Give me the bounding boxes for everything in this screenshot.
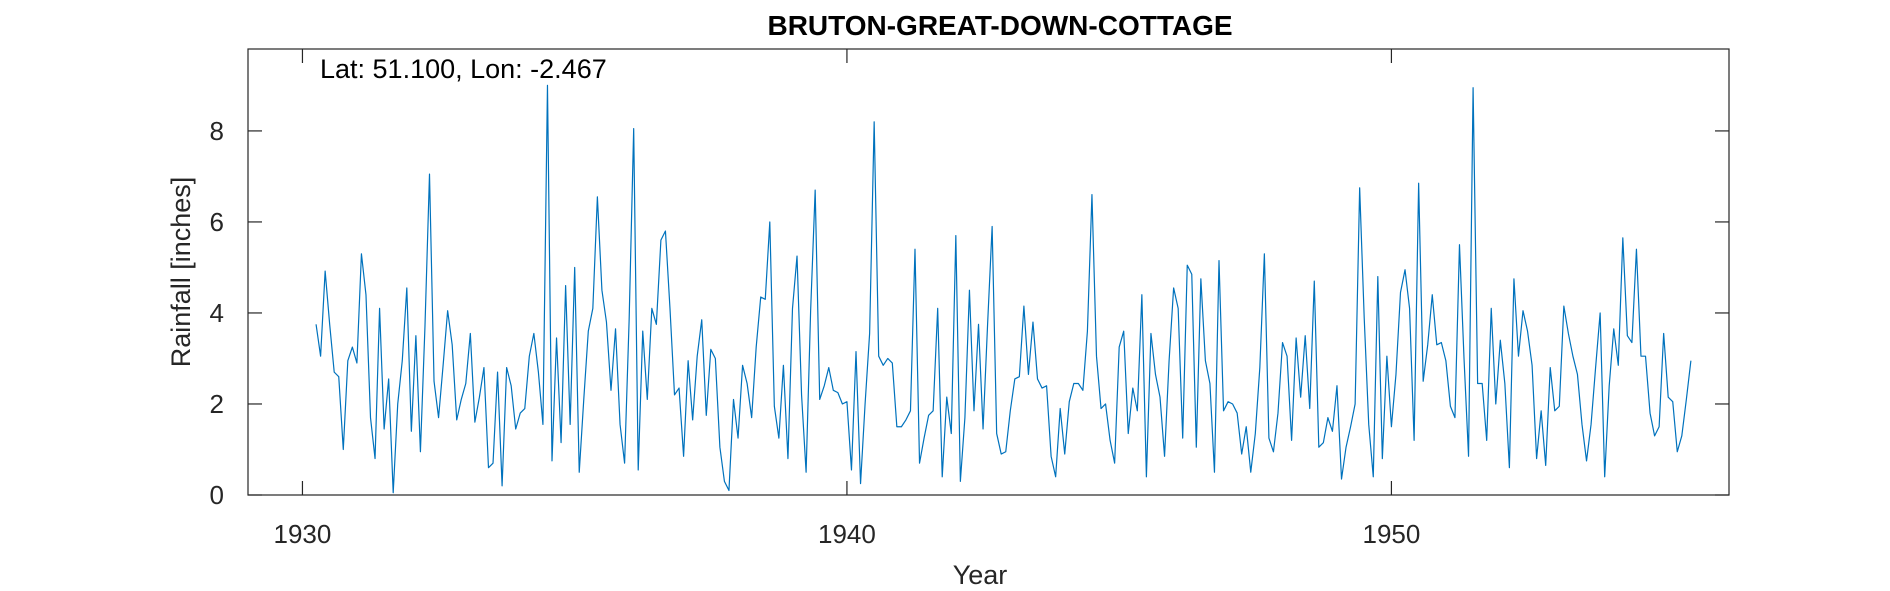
x-tick-label: 1930	[274, 519, 332, 549]
plot-frame	[247, 48, 1730, 496]
y-tick-label: 0	[210, 480, 224, 510]
y-tick-label: 6	[210, 207, 224, 237]
axis-ticks	[248, 49, 1729, 496]
rainfall-series	[315, 84, 1692, 494]
x-axis-label: Year	[953, 560, 1008, 590]
chart-title: BRUTON-GREAT-DOWN-COTTAGE	[767, 10, 1232, 41]
x-tick-label: 1940	[818, 519, 876, 549]
x-tick-label: 1950	[1362, 519, 1420, 549]
y-tick-label: 2	[210, 389, 224, 419]
y-axis-label: Rainfall [inches]	[166, 177, 196, 368]
y-tick-label: 8	[210, 116, 224, 146]
series-line	[315, 84, 1692, 494]
y-tick-label: 4	[210, 298, 224, 328]
location-annotation: Lat: 51.100, Lon: -2.467	[320, 54, 607, 84]
axis-tick-labels: 1930 1940 1950 0 2 4 6 8	[210, 116, 1421, 549]
